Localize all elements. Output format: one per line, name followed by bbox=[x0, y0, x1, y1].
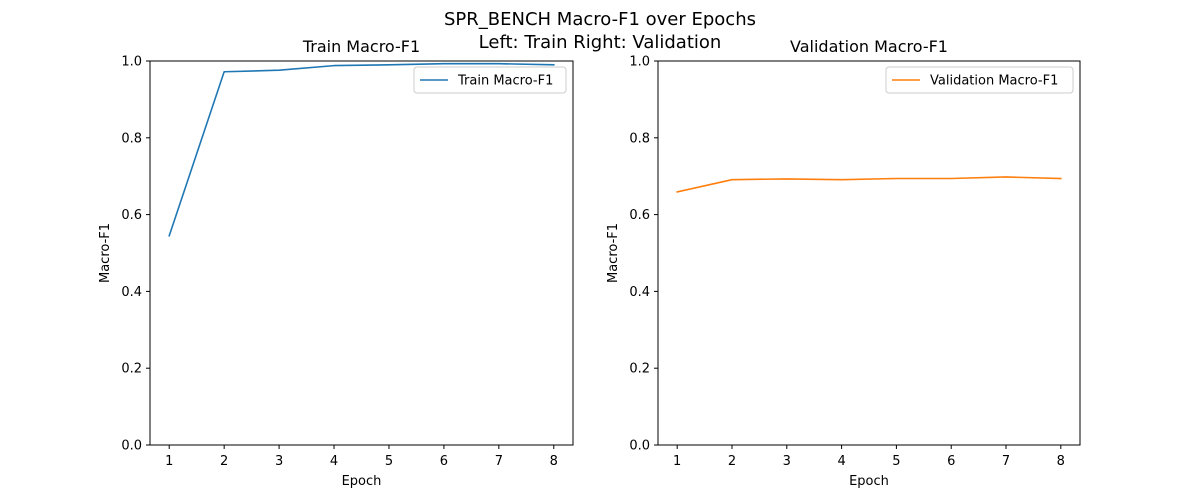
y-tick-label: 1.0 bbox=[121, 55, 142, 70]
y-tick-label: 0.6 bbox=[121, 208, 142, 223]
y-tick-label: 0.0 bbox=[629, 439, 650, 454]
axes-title: Validation Macro-F1 bbox=[790, 37, 948, 56]
x-axis-label: Epoch bbox=[849, 474, 889, 489]
figure-title-line2: Left: Train Right: Validation bbox=[479, 32, 722, 53]
axes-title: Train Macro-F1 bbox=[302, 37, 420, 56]
x-axis-label: Epoch bbox=[342, 474, 382, 489]
legend: Train Macro-F1 bbox=[414, 67, 566, 93]
y-tick-label: 0.6 bbox=[629, 208, 650, 223]
x-tick-label: 5 bbox=[892, 454, 900, 469]
legend-label: Train Macro-F1 bbox=[457, 74, 553, 89]
x-tick-label: 3 bbox=[275, 454, 283, 469]
legend-label: Validation Macro-F1 bbox=[930, 74, 1058, 89]
y-tick-label: 0.8 bbox=[121, 131, 142, 146]
y-tick-label: 0.2 bbox=[121, 362, 142, 377]
x-tick-label: 7 bbox=[1002, 454, 1010, 469]
x-tick-label: 8 bbox=[550, 454, 558, 469]
x-tick-label: 1 bbox=[165, 454, 173, 469]
x-tick-label: 1 bbox=[673, 454, 681, 469]
legend: Validation Macro-F1 bbox=[886, 67, 1073, 93]
x-tick-label: 3 bbox=[783, 454, 791, 469]
x-tick-label: 5 bbox=[385, 454, 393, 469]
y-tick-label: 1.0 bbox=[629, 55, 650, 70]
y-tick-label: 0.2 bbox=[629, 362, 650, 377]
x-tick-label: 6 bbox=[947, 454, 955, 469]
y-tick-label: 0.8 bbox=[629, 131, 650, 146]
y-tick-label: 0.4 bbox=[121, 285, 142, 300]
figure-title-line1: SPR_BENCH Macro-F1 over Epochs bbox=[444, 9, 756, 30]
x-tick-label: 4 bbox=[330, 454, 338, 469]
x-tick-label: 4 bbox=[837, 454, 845, 469]
y-tick-label: 0.0 bbox=[121, 439, 142, 454]
y-axis-label: Macro-F1 bbox=[98, 223, 113, 283]
x-tick-label: 2 bbox=[728, 454, 736, 469]
y-tick-label: 0.4 bbox=[629, 285, 650, 300]
x-tick-label: 7 bbox=[495, 454, 503, 469]
x-tick-label: 8 bbox=[1057, 454, 1065, 469]
y-axis-label: Macro-F1 bbox=[606, 223, 621, 283]
x-tick-label: 6 bbox=[440, 454, 448, 469]
x-tick-label: 2 bbox=[220, 454, 228, 469]
